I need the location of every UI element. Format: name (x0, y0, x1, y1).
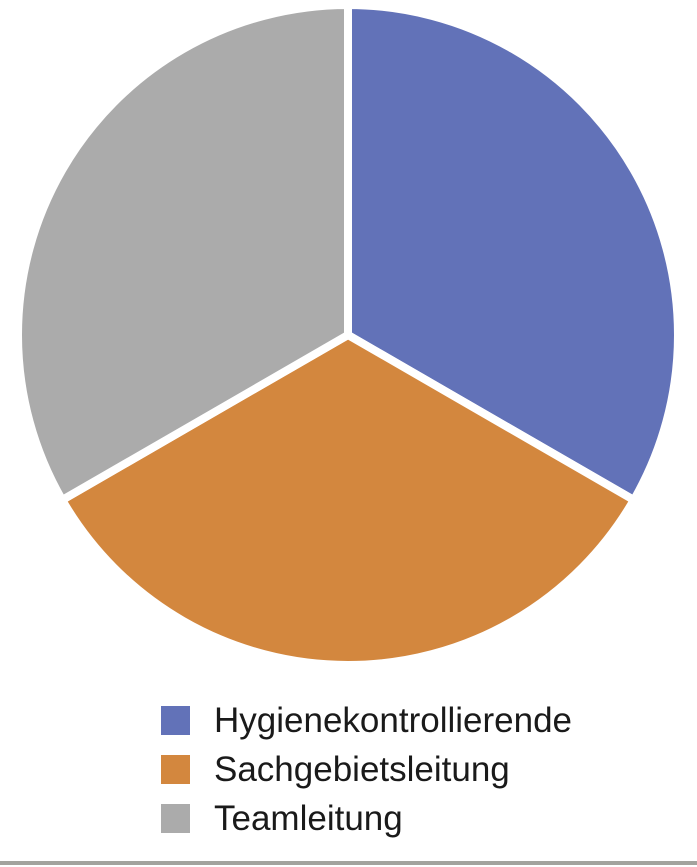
legend-swatch-hygienekontrollierende (161, 706, 190, 735)
pie-chart (14, 0, 682, 666)
legend-item: Sachgebietsleitung (161, 750, 572, 789)
chart-legend: Hygienekontrollierende Sachgebietsleitun… (161, 701, 572, 838)
pie-slice-teamleitung (14, 0, 352, 506)
legend-label-teamleitung: Teamleitung (214, 799, 403, 838)
legend-label-sachgebietsleitung: Sachgebietsleitung (214, 750, 510, 789)
bottom-divider (0, 861, 697, 865)
legend-label-hygienekontrollierende: Hygienekontrollierende (214, 701, 572, 740)
legend-swatch-teamleitung (161, 804, 190, 833)
legend-swatch-sachgebietsleitung (161, 755, 190, 784)
legend-item: Teamleitung (161, 799, 572, 838)
legend-item: Hygienekontrollierende (161, 701, 572, 740)
pie-slice-hygienekontrollierende (344, 0, 682, 506)
